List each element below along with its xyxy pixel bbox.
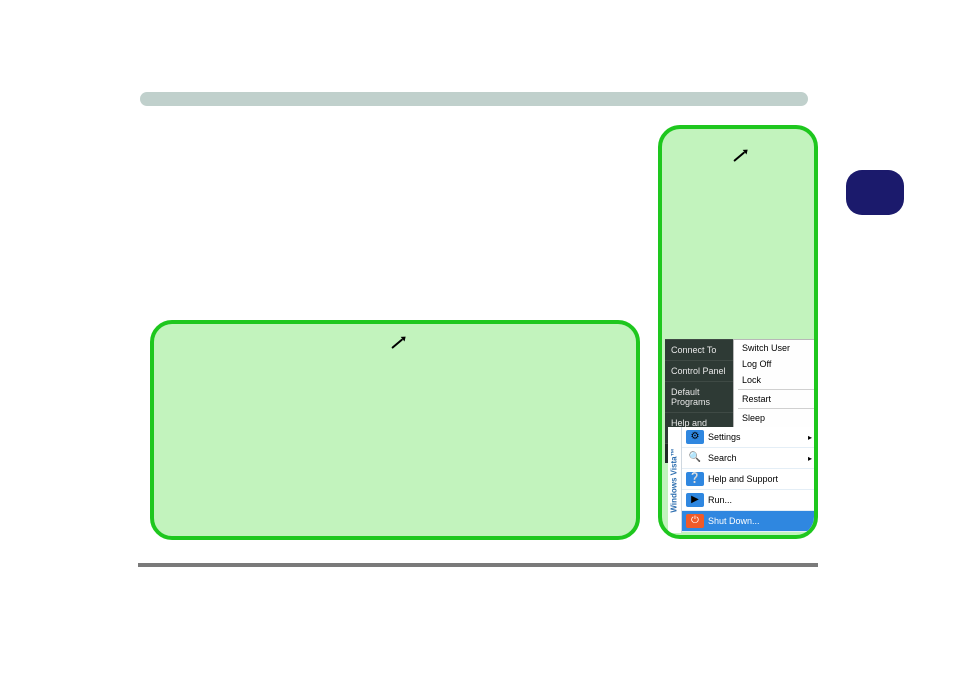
- start-item-label: Run...: [708, 495, 732, 505]
- start-item-label: Settings: [708, 432, 741, 442]
- start-item-help[interactable]: ❔ Help and Support: [682, 469, 816, 490]
- separator: [738, 389, 814, 390]
- menu-item-restart[interactable]: Restart: [734, 391, 818, 407]
- note-box-right: Connect To Control Panel Default Program…: [658, 125, 818, 539]
- start-item-label: Search: [708, 453, 737, 463]
- run-icon: ▶: [686, 493, 704, 507]
- chevron-right-icon: ▸: [808, 454, 812, 463]
- footer-divider: [138, 563, 818, 567]
- power-icon: ⏻: [686, 514, 704, 528]
- start-item-settings[interactable]: ⚙ Settings ▸: [682, 427, 816, 448]
- vista-start-menu: ⚙ Settings ▸ 🔍 Search ▸ ❔ Help and Suppo…: [682, 427, 816, 532]
- menu-item-default-programs[interactable]: Default Programs: [665, 381, 733, 412]
- start-item-run[interactable]: ▶ Run...: [682, 490, 816, 511]
- header-bar: [140, 92, 808, 106]
- help-icon: ❔: [686, 472, 704, 486]
- menu-item-sleep[interactable]: Sleep: [734, 410, 818, 426]
- menu-item-log-off[interactable]: Log Off: [734, 356, 818, 372]
- start-item-label: Help and Support: [708, 474, 778, 484]
- menu-item-lock[interactable]: Lock: [734, 372, 818, 388]
- menu-item-control-panel[interactable]: Control Panel: [665, 360, 733, 381]
- chevron-right-icon: ▸: [808, 433, 812, 442]
- start-item-label: Shut Down...: [708, 516, 760, 526]
- menu-item-switch-user[interactable]: Switch User: [734, 340, 818, 356]
- search-icon: 🔍: [686, 451, 704, 465]
- start-item-search[interactable]: 🔍 Search ▸: [682, 448, 816, 469]
- vista-label-text: Windows Vista™: [670, 448, 679, 512]
- vista-label: Windows Vista™: [668, 427, 682, 533]
- side-tab: [846, 170, 904, 215]
- start-item-shut-down[interactable]: ⏻ Shut Down...: [682, 511, 816, 532]
- gear-icon: ⚙: [686, 430, 704, 444]
- menu-item-connect-to[interactable]: Connect To: [665, 339, 733, 360]
- separator: [738, 408, 814, 409]
